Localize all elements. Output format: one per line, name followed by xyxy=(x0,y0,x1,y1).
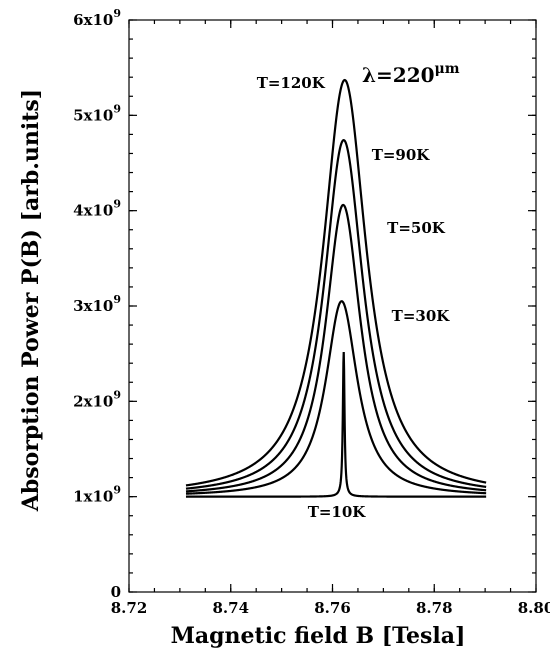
y-tick-base: 2x10 xyxy=(73,392,113,410)
y-tick-exponent: 9 xyxy=(113,198,121,211)
series-label: T=120K xyxy=(257,74,326,92)
y-tick-exponent: 9 xyxy=(113,388,121,401)
x-axis-title: Magnetic field B [Tesla] xyxy=(171,623,466,649)
y-tick-label: 5x109 xyxy=(73,102,121,124)
y-tick-base: 0 xyxy=(111,583,121,601)
axis-ticks: 8.72 8.74 8.76 8.78 8.8001x1092x1093x1094x10… xyxy=(73,7,550,617)
y-tick-exponent: 9 xyxy=(113,7,121,20)
y-axis-title: Absorption Power P(B) [arb.units] xyxy=(18,89,44,512)
x-tick-label: 8.74 xyxy=(212,599,249,617)
x-tick-label: 8.72 xyxy=(111,599,148,617)
y-tick-label: 1x109 xyxy=(73,484,121,506)
y-tick-base: 5x10 xyxy=(73,106,113,124)
y-tick-exponent: 9 xyxy=(113,484,121,497)
y-tick-base: 3x10 xyxy=(73,297,113,315)
series-curve xyxy=(185,300,487,495)
series-label: T=10K xyxy=(308,503,367,521)
y-tick-label: 0 xyxy=(111,583,121,601)
wavelength-unit: μm xyxy=(435,61,460,77)
series-labels: T=120K T=90K T=50K T=30K T=10K xyxy=(257,74,451,521)
series-label: T=90K xyxy=(372,146,431,164)
x-tick-label: 8.80 xyxy=(518,599,550,617)
lambda-symbol: λ xyxy=(362,63,376,87)
y-tick-base: 4x10 xyxy=(73,202,113,220)
y-tick-label: 6x109 xyxy=(73,7,121,29)
y-tick-label: 2x109 xyxy=(73,388,121,410)
y-tick-exponent: 9 xyxy=(113,102,121,115)
y-tick-exponent: 9 xyxy=(113,293,121,306)
x-tick-label: 8.78 xyxy=(416,599,453,617)
series-curve xyxy=(185,203,487,493)
series-curve xyxy=(185,351,487,498)
wavelength-annotation: λ=220μm xyxy=(362,61,460,87)
wavelength-value: =220 xyxy=(376,63,435,87)
y-tick-label: 3x109 xyxy=(73,293,121,315)
series-curve xyxy=(185,138,487,490)
y-tick-base: 6x10 xyxy=(73,11,113,29)
series-label: T=50K xyxy=(387,219,446,237)
x-tick-label: 8.76 xyxy=(314,599,351,617)
y-tick-label: 4x109 xyxy=(73,198,121,220)
series-curves xyxy=(185,78,487,498)
series-curve xyxy=(185,78,487,487)
y-tick-base: 1x10 xyxy=(73,488,113,506)
series-label: T=30K xyxy=(392,307,451,325)
